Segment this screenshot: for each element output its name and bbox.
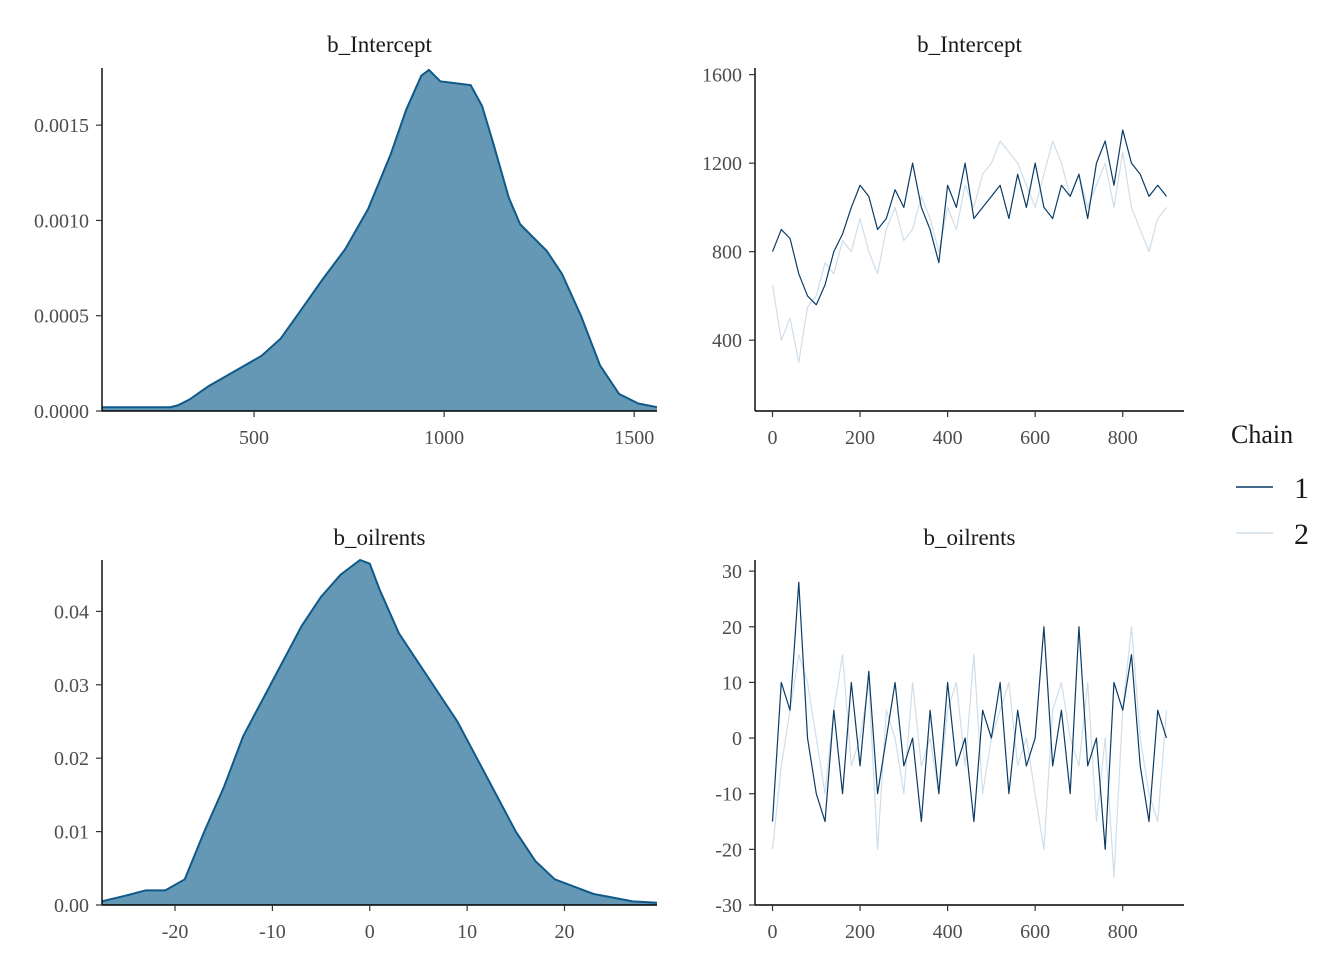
x-tick-label: 600 bbox=[1020, 427, 1050, 449]
panel-title: b_Intercept bbox=[327, 32, 432, 57]
panel-title: b_Intercept bbox=[917, 32, 1022, 57]
density-panel-intercept: b_Intercept 500 1000 1500 0.0000 0.0005 0.0010… bbox=[34, 32, 658, 449]
legend-label-chain-1: 1 bbox=[1294, 472, 1309, 505]
x-tick-label: 400 bbox=[933, 921, 963, 943]
y-tick-label: 1200 bbox=[702, 153, 742, 175]
trace-line-chain-1 bbox=[771, 129, 1167, 306]
x-tick-label: 1500 bbox=[614, 427, 654, 449]
x-tick-label: 500 bbox=[239, 427, 269, 449]
y-tick-label: 0.0000 bbox=[34, 401, 89, 423]
x-tick-label: 800 bbox=[1108, 427, 1138, 449]
y-tick-label: 0.03 bbox=[54, 675, 89, 697]
x-tick-label: 1000 bbox=[424, 427, 464, 449]
x-tick-label: 200 bbox=[845, 427, 875, 449]
y-tick-label: 0.0015 bbox=[34, 115, 89, 137]
density-area bbox=[102, 560, 657, 905]
panel-title: b_oilrents bbox=[334, 525, 426, 550]
y-tick-label: 0 bbox=[732, 728, 742, 750]
density-curve bbox=[101, 558, 658, 904]
trace-line-chain-2 bbox=[771, 140, 1167, 363]
y-tick-label: -20 bbox=[715, 839, 742, 861]
density-area bbox=[102, 69, 657, 411]
x-tick-label: -10 bbox=[259, 921, 286, 943]
x-tick-label: 0 bbox=[365, 921, 375, 943]
density-curve bbox=[102, 68, 658, 409]
y-tick-label: 800 bbox=[712, 242, 742, 264]
x-tick-label: 400 bbox=[933, 427, 963, 449]
legend-title: Chain bbox=[1231, 420, 1293, 449]
x-tick-label: -20 bbox=[162, 921, 189, 943]
density-panel-oilrents: b_oilrents -20 -10 0 10 20 0.00 0.01 0.02 0.03 0.0… bbox=[54, 525, 658, 943]
panel-title: b_oilrents bbox=[924, 525, 1016, 550]
x-tick-label: 600 bbox=[1020, 921, 1050, 943]
y-tick-label: -10 bbox=[715, 784, 742, 806]
legend: Chain 1 2 bbox=[1231, 420, 1309, 551]
trace-line-chain-2 bbox=[771, 626, 1168, 878]
y-tick-label: 10 bbox=[722, 672, 742, 694]
y-tick-label: 0.00 bbox=[54, 895, 89, 917]
trace-line-chain-1 bbox=[771, 581, 1168, 850]
x-tick-label: 200 bbox=[845, 921, 875, 943]
x-tick-label: 20 bbox=[555, 921, 575, 943]
trace-panel-intercept: b_Intercept 0 200 400 600 800 400 800 1200 1600 bbox=[702, 32, 1184, 449]
x-tick-label: 0 bbox=[768, 921, 778, 943]
y-tick-label: 20 bbox=[722, 617, 742, 639]
x-tick-label: 800 bbox=[1108, 921, 1138, 943]
y-tick-label: 0.02 bbox=[54, 748, 89, 770]
y-tick-label: 30 bbox=[722, 561, 742, 583]
y-tick-label: 400 bbox=[712, 330, 742, 352]
x-tick-label: 10 bbox=[457, 921, 477, 943]
y-tick-label: 1600 bbox=[702, 65, 742, 87]
legend-label-chain-2: 2 bbox=[1294, 518, 1309, 551]
x-tick-label: 0 bbox=[768, 427, 778, 449]
trace-panel-oilrents: b_oilrents 0 200 400 600 800 -30 -20 -10 0 10 20 30 bbox=[715, 525, 1184, 943]
y-tick-label: 0.01 bbox=[54, 822, 89, 844]
y-tick-label: -30 bbox=[715, 895, 742, 917]
y-tick-label: 0.04 bbox=[54, 601, 89, 623]
y-tick-label: 0.0005 bbox=[34, 306, 89, 328]
y-tick-label: 0.0010 bbox=[34, 210, 89, 232]
